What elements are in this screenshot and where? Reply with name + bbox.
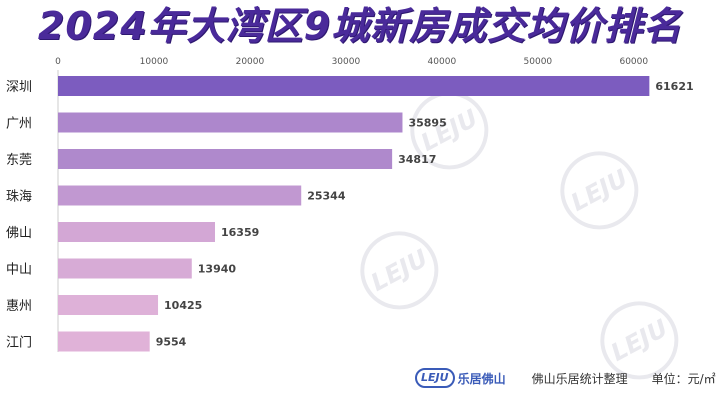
bar [58,112,403,133]
brand-name: 乐居佛山 [457,371,506,386]
value-label: 10425 [164,299,202,312]
bar [58,258,192,279]
category-label: 珠海 [6,190,32,205]
leju-logo: LEJU [415,368,455,388]
footer: LEJU 乐居佛山 佛山乐居统计整理 单位：元/㎡ [415,368,716,388]
bar [58,295,159,315]
x-tick-label: 30000 [332,57,361,67]
value-label: 61621 [655,80,693,93]
bar [58,185,302,206]
bar-chart: 0 10000 20000 30000 40000 50000 60000 深圳 61621 广州… [6,57,694,352]
value-label: 25344 [307,190,346,203]
value-label: 9554 [156,336,187,349]
x-tick-label: 0 [55,57,61,67]
category-label: 惠州 [6,299,32,314]
x-tick-label: 10000 [140,57,169,67]
category-label: 深圳 [6,80,32,95]
unit-label: 单位：元/㎡ [651,371,716,386]
value-label: 16359 [221,226,259,239]
data-source: 佛山乐居统计整理 [531,371,628,386]
category-label: 江门 [6,336,32,351]
bar [58,331,150,352]
bar [58,76,650,96]
x-tick-label: 40000 [428,57,457,67]
value-label: 34817 [398,153,436,166]
x-tick-label: 60000 [619,57,648,67]
category-label: 广州 [6,117,32,132]
category-label: 中山 [6,263,32,278]
value-label: 35895 [408,117,446,130]
bar [58,222,215,242]
bar [58,149,393,169]
chart-title: 2024年大湾区9城新房成交均价排名 [37,4,683,48]
category-label: 东莞 [6,153,32,168]
x-tick-label: 20000 [236,57,265,67]
value-label: 13940 [198,263,237,276]
x-tick-label: 50000 [524,57,553,67]
category-label: 佛山 [6,226,32,241]
